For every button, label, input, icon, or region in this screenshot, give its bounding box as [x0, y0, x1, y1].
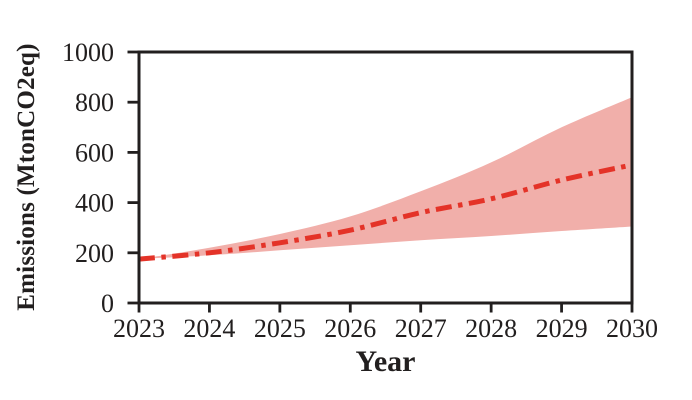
x-tick-label: 2025 — [254, 314, 306, 343]
x-axis-title: Year — [355, 345, 416, 378]
x-tick-label: 2028 — [465, 314, 517, 343]
plot-frame — [137, 50, 634, 305]
x-tick-label: 2023 — [113, 314, 165, 343]
uncertainty-band — [139, 97, 632, 260]
x-tick-label: 2024 — [183, 314, 235, 343]
x-tick-label: 2029 — [536, 314, 588, 343]
y-tick-label: 0 — [101, 289, 114, 318]
x-tick-label: 2030 — [606, 314, 658, 343]
y-tick-label: 200 — [75, 239, 114, 268]
x-tick-label: 2026 — [324, 314, 376, 343]
y-tick-label: 400 — [75, 189, 114, 218]
emissions-line — [138, 162, 633, 262]
x-tick-label: 2027 — [395, 314, 447, 343]
y-tick-label: 600 — [75, 138, 114, 167]
y-tick-label: 800 — [75, 88, 114, 117]
y-axis-title: Emissions (MtonCO2eq) — [13, 43, 40, 311]
y-tick-label: 1000 — [62, 38, 114, 67]
